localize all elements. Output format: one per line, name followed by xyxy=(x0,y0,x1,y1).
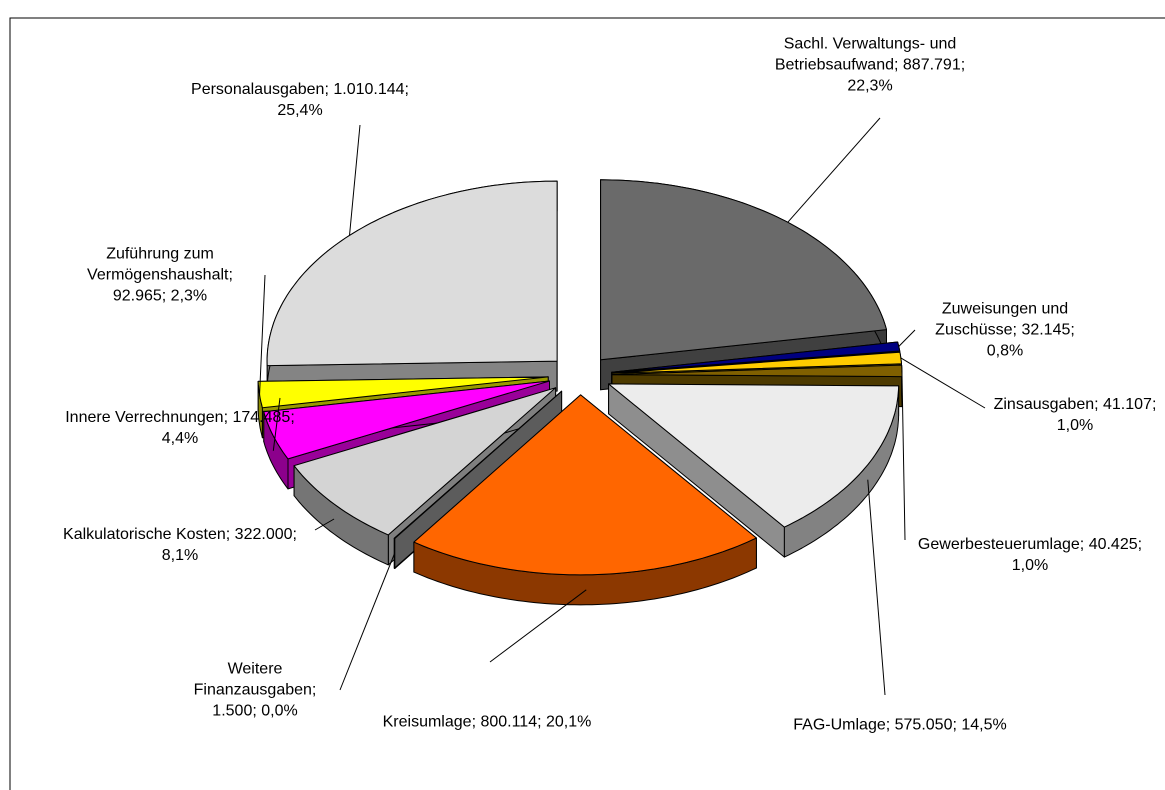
label-part: Zinsausgaben xyxy=(993,396,1095,413)
slice xyxy=(393,390,563,539)
slice xyxy=(608,383,900,528)
label-part: ; xyxy=(1070,321,1075,339)
leader-line xyxy=(900,357,986,409)
label-part: 40.425 xyxy=(1088,536,1138,553)
data-label: Kalkulatorische Kosten; 322.000; 8,1% xyxy=(50,524,310,566)
label-part: 1,0% xyxy=(1056,417,1094,434)
slice xyxy=(263,380,550,460)
leader-line xyxy=(489,589,587,663)
label-part: 174.485 xyxy=(232,409,291,426)
slice xyxy=(293,387,557,536)
label-part: 0,8% xyxy=(986,342,1024,360)
label-part: ; xyxy=(960,56,966,74)
label-part: ; xyxy=(324,81,334,98)
label-part: ; xyxy=(311,681,317,699)
label-part: Personalausgaben xyxy=(191,81,325,98)
label-part: Kreisumlage xyxy=(382,713,472,731)
label-part: 800.114 xyxy=(480,713,538,731)
label-part: ; xyxy=(1094,396,1103,413)
leader-line xyxy=(339,553,396,691)
label-part: ; xyxy=(1079,536,1089,553)
leader-line xyxy=(314,518,335,531)
label-part: 92.965 xyxy=(112,287,162,305)
data-label: Personalausgaben; 1.010.144; 25,4% xyxy=(190,79,410,121)
label-part: 20,1% xyxy=(546,713,592,731)
leader-line xyxy=(787,117,881,223)
label-part: ; xyxy=(225,526,235,543)
label-part: 25,4% xyxy=(277,102,323,119)
data-label: Zuführung zum Vermögenshaushalt; 92.965;… xyxy=(60,244,260,307)
label-part: 2,3% xyxy=(170,287,208,305)
label-part: ; xyxy=(537,713,546,731)
data-label: Kreisumlage; 800.114; 20,1% xyxy=(372,712,602,733)
label-part: ; xyxy=(1137,536,1143,553)
label-part: 8,1% xyxy=(161,547,199,564)
label-part: 0,0% xyxy=(261,702,298,720)
data-label: Zinsausgaben; 41.107; 1,0% xyxy=(975,394,1165,436)
label-part: 1.010.144 xyxy=(333,81,405,98)
label-part: ; xyxy=(1012,321,1022,339)
label-part: ; xyxy=(223,409,233,426)
slice xyxy=(611,351,902,374)
label-part: ; xyxy=(885,716,895,734)
label-part: ; xyxy=(404,81,409,98)
label-part: ; xyxy=(292,526,297,543)
data-label: Zuweisungen und Zuschüsse; 32.145; 0,8% xyxy=(920,299,1090,362)
label-part: FAG-Umlage xyxy=(793,716,886,734)
label-part: Weitere Finanzausgaben xyxy=(193,660,312,699)
label-part: ; xyxy=(252,702,262,720)
leader-line xyxy=(898,329,916,347)
label-part: Gewerbesteuerumlage xyxy=(917,536,1080,553)
leader-line xyxy=(901,370,906,541)
leader-line xyxy=(867,479,886,696)
label-part: 1,0% xyxy=(1011,557,1049,574)
leader-line xyxy=(259,274,266,395)
label-part: ; xyxy=(894,56,903,74)
label-part: 322.000 xyxy=(234,526,293,543)
label-part: Sachl. Verwaltungs- und Betriebsaufwand xyxy=(774,35,957,74)
label-part: 32.145 xyxy=(1021,321,1071,339)
data-label: FAG-Umlage; 575.050; 14,5% xyxy=(785,715,1015,736)
label-part: Innere Verrechnungen xyxy=(65,409,224,426)
label-part: Kalkulatorische Kosten xyxy=(63,526,226,543)
label-part: ; xyxy=(1151,396,1157,413)
data-label: Innere Verrechnungen; 174.485; 4,4% xyxy=(50,407,310,449)
label-part: Zuführung zum Vermögenshaushalt xyxy=(87,245,229,284)
leader-line xyxy=(272,397,281,451)
data-label: Sachl. Verwaltungs- und Betriebsaufwand;… xyxy=(760,34,980,97)
label-part: 22,3% xyxy=(847,77,893,95)
label-part: 887.791 xyxy=(902,56,961,74)
label-part: ; xyxy=(471,713,481,731)
data-label: Weitere Finanzausgaben; 1.500; 0,0% xyxy=(170,659,340,722)
slice xyxy=(413,394,757,576)
label-part: 14,5% xyxy=(961,716,1007,734)
label-part: ; xyxy=(952,716,962,734)
label-part: ; xyxy=(290,409,295,426)
label-part: 575.050 xyxy=(894,716,953,734)
label-part: 41.107 xyxy=(1103,396,1152,413)
leader-line xyxy=(349,124,361,236)
label-part: ; xyxy=(161,287,171,305)
label-part: Zuweisungen und Zuschüsse xyxy=(935,300,1069,339)
label-part: ; xyxy=(228,266,233,284)
data-label: Gewerbesteuerumlage; 40.425; 1,0% xyxy=(905,534,1155,576)
label-part: 1.500 xyxy=(212,702,253,720)
label-part: 4,4% xyxy=(161,430,199,447)
